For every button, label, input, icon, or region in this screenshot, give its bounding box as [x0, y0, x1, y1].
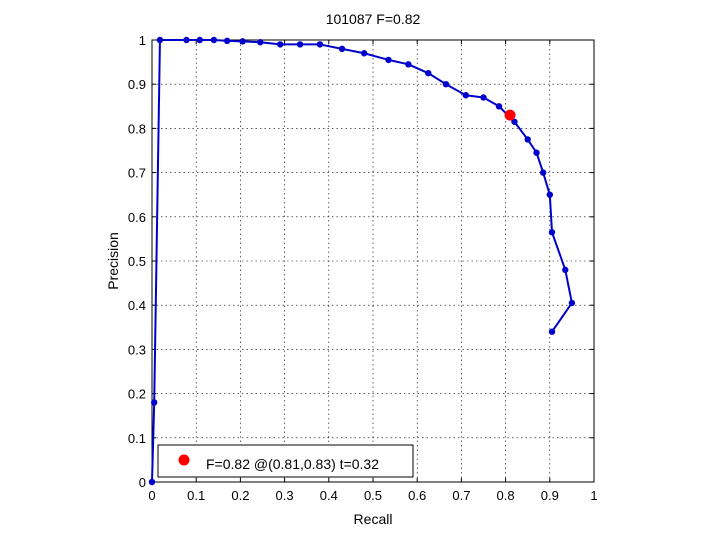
- data-point: [524, 136, 531, 143]
- x-tick-label: 0.1: [187, 488, 205, 503]
- y-tick-label: 0.7: [128, 166, 146, 181]
- data-point: [151, 399, 158, 406]
- y-tick-label: 0.5: [128, 254, 146, 269]
- data-point: [548, 229, 556, 236]
- data-point: [546, 191, 553, 198]
- y-tick-label: 0.2: [128, 387, 146, 402]
- x-tick-label: 0: [148, 488, 155, 503]
- y-axis-label: Precision: [105, 232, 121, 290]
- y-tick-label: 0.3: [128, 342, 146, 357]
- data-point: [196, 36, 203, 44]
- data-point: [480, 94, 487, 101]
- data-point: [568, 299, 576, 307]
- y-tick-label: 0.4: [128, 298, 146, 313]
- x-tick-label: 0.4: [320, 488, 338, 503]
- data-point: [533, 149, 540, 156]
- grid: [152, 40, 594, 482]
- legend-label: F=0.82 @(0.81,0.83) t=0.32: [206, 456, 379, 472]
- y-tick-label: 1: [139, 33, 146, 48]
- data-point: [360, 50, 368, 57]
- x-tick-label: 1: [590, 488, 597, 503]
- series: [148, 36, 576, 486]
- data-point: [385, 56, 392, 64]
- data-point: [338, 45, 346, 53]
- y-tick-label: 0.1: [128, 431, 146, 446]
- axis-ticks: 0 0.1 0.2 0.3 0.4 0.5 0.6 0.7 0.8 0.9 1 0 0.1 0.2 0.3 0…: [128, 33, 598, 503]
- data-point: [511, 118, 518, 125]
- legend-marker: [178, 454, 190, 466]
- x-tick-label: 0.2: [231, 488, 249, 503]
- data-point: [442, 81, 450, 88]
- y-tick-label: 0.9: [128, 77, 146, 92]
- data-point: [183, 36, 190, 44]
- data-point: [316, 41, 324, 48]
- data-point: [462, 92, 470, 99]
- data-point: [210, 36, 218, 44]
- best-f-point: [504, 109, 516, 121]
- data-point: [239, 38, 246, 45]
- x-tick-label: 0.3: [276, 488, 294, 503]
- data-point: [548, 328, 556, 335]
- x-axis-label: Recall: [354, 511, 393, 527]
- x-tick-label: 0.9: [541, 488, 559, 503]
- data-point: [562, 266, 569, 274]
- data-point: [425, 69, 432, 77]
- data-point: [405, 61, 412, 68]
- y-tick-label: 0: [139, 475, 146, 490]
- data-point: [296, 41, 304, 48]
- y-tick-label: 0.8: [128, 121, 146, 136]
- data-point: [276, 41, 284, 48]
- data-point: [156, 36, 164, 44]
- legend: F=0.82 @(0.81,0.83) t=0.32: [157, 444, 414, 478]
- x-tick-label: 0.8: [497, 488, 515, 503]
- data-point: [223, 37, 231, 45]
- data-point: [257, 39, 264, 46]
- data-point: [539, 169, 547, 176]
- x-tick-label: 0.5: [364, 488, 382, 503]
- chart-title: 101087 F=0.82: [326, 11, 421, 27]
- data-point: [148, 478, 156, 486]
- y-tick-label: 0.6: [128, 210, 146, 225]
- legend-box: [157, 444, 414, 478]
- x-tick-label: 0.6: [408, 488, 426, 503]
- data-point: [495, 103, 503, 110]
- x-tick-label: 0.7: [452, 488, 470, 503]
